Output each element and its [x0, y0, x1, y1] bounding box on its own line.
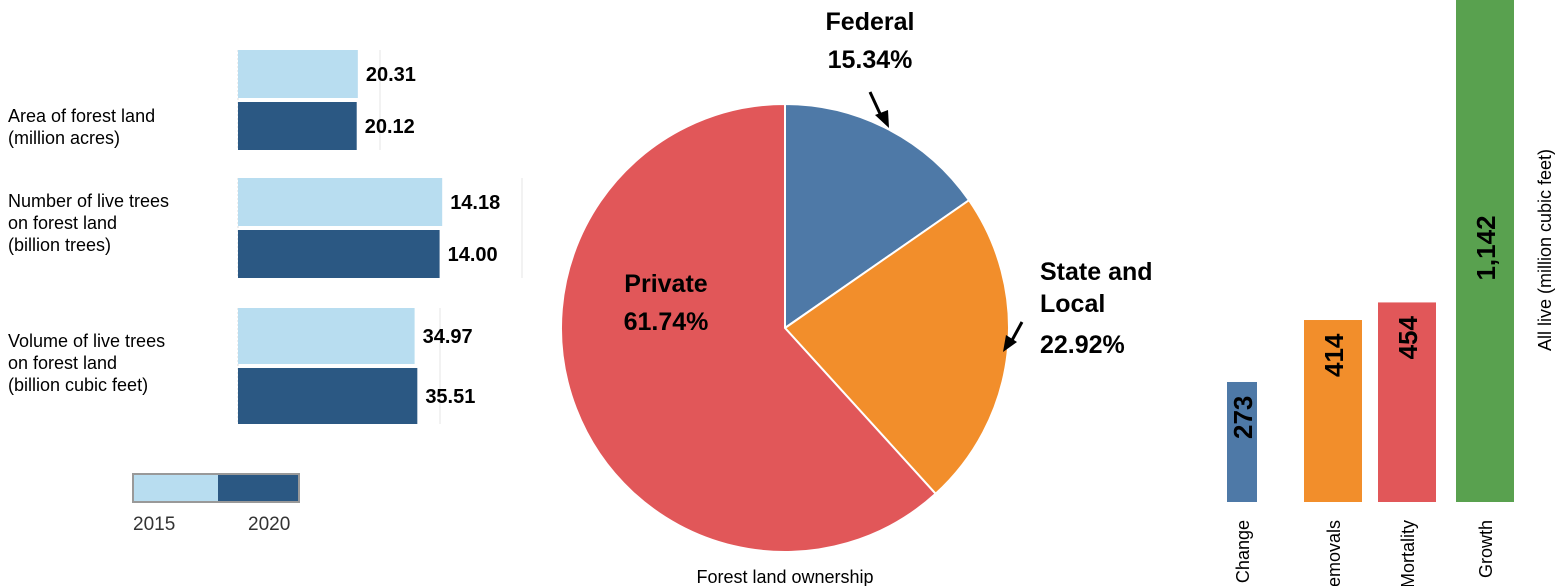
- pie-slice-private: [560, 102, 938, 553]
- bar-value-label: 1,142: [1471, 215, 1501, 280]
- bar-growth: [1456, 0, 1514, 502]
- bar-removals: [1304, 320, 1362, 502]
- bar-2015: [238, 178, 443, 226]
- legend-swatch-2020: [218, 475, 298, 501]
- bar-value-label: 14.18: [450, 192, 500, 214]
- legend-label-2015: 2015: [133, 514, 175, 535]
- category-label: Removals: [1324, 520, 1344, 586]
- bar-value-label: 20.31: [366, 64, 416, 86]
- pie-value-state-local: 22.92%: [1040, 331, 1125, 359]
- bar-2020: [238, 230, 440, 278]
- category-label: Mortality: [1398, 520, 1418, 586]
- bar-value-label: 454: [1393, 316, 1423, 360]
- bar-value-label: 414: [1319, 333, 1349, 377]
- bar-value-label: 273: [1228, 396, 1258, 439]
- y-axis-label: All live (million cubic feet): [1535, 149, 1555, 351]
- pie-value-federal: 15.34%: [828, 46, 913, 74]
- category-label: Number of live trees on forest land (bil…: [8, 191, 170, 255]
- pie-slice-state-and: [783, 198, 1010, 496]
- legend-swatch-2015: [134, 475, 218, 501]
- bar-value-label: 20.12: [365, 116, 415, 138]
- category-label: Change: [1233, 520, 1253, 583]
- pie-arrowhead-federal: [875, 110, 889, 128]
- pie-title: Forest land ownership: [696, 567, 873, 586]
- bar-2020: [238, 102, 357, 150]
- pie-label-state-local: State and Local: [1040, 258, 1153, 318]
- bar-change: [1227, 381, 1257, 502]
- bar-2015: [238, 50, 358, 98]
- bar-value-label: 34.97: [423, 326, 473, 348]
- legend-label-2020: 2020: [248, 514, 290, 535]
- bar-value-label: 35.51: [425, 386, 475, 408]
- category-label: Area of forest land (million acres): [8, 106, 156, 148]
- pie-label-private: Private: [624, 270, 707, 298]
- bar-value-label: 14.00: [448, 244, 498, 266]
- pie-label-federal: Federal: [826, 8, 915, 36]
- bar-mortality: [1378, 302, 1436, 502]
- category-label: Growth: [1476, 520, 1496, 578]
- pie-arrowhead-state-local: [1003, 335, 1017, 352]
- bar-2020: [238, 368, 418, 424]
- category-label: Volume of live trees on forest land (bil…: [8, 331, 166, 395]
- pie-slice-federal: [784, 102, 971, 330]
- bar-2015: [238, 308, 415, 364]
- pie-value-private: 61.74%: [624, 308, 709, 336]
